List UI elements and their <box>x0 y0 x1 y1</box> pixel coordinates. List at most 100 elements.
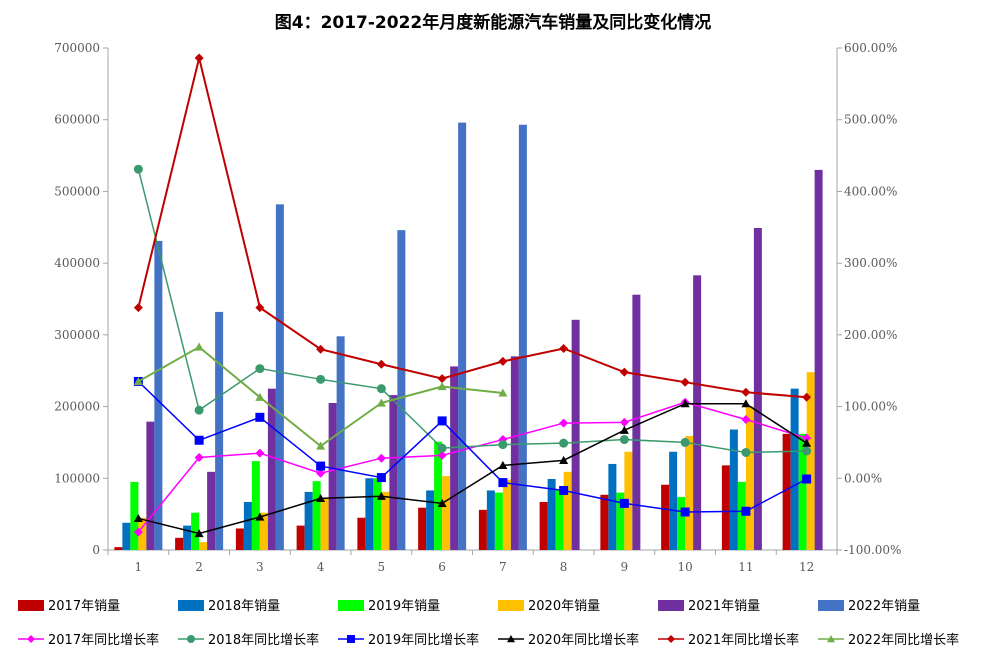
point-2018年同比增长率 <box>619 435 629 445</box>
bar-2021年销量 <box>450 366 459 550</box>
right-tick-label: -100.00% <box>844 543 901 557</box>
bar-2018年销量 <box>486 490 495 550</box>
bar-2019年销量 <box>312 481 321 550</box>
point-2018年同比增长率 <box>376 384 386 394</box>
right-tick-label: 0.00% <box>844 471 882 485</box>
legend-marker-2018年同比增长率 <box>187 635 195 643</box>
point-2019年同比增长率 <box>559 485 569 495</box>
legend-swatch-2019年销量 <box>338 600 364 611</box>
right-tick-label: 300.00% <box>844 256 897 270</box>
left-tick-label: 100000 <box>54 471 100 485</box>
point-2018年同比增长率 <box>498 440 508 450</box>
bar-2021年销量 <box>207 471 216 550</box>
x-tick-label: 8 <box>560 560 568 574</box>
left-tick-label: 400000 <box>54 256 100 270</box>
left-tick-label: 500000 <box>54 184 100 198</box>
point-2020年同比增长率 <box>802 438 812 447</box>
bar-2020年销量 <box>745 406 754 550</box>
lines <box>133 53 812 538</box>
point-2017年同比增长率 <box>376 453 386 463</box>
point-2021年同比增长率 <box>741 387 751 397</box>
right-tick-label: 100.00% <box>844 400 897 414</box>
left-tick-label: 200000 <box>54 400 100 414</box>
point-2017年同比增长率 <box>255 448 265 458</box>
x-tick-label: 11 <box>738 560 753 574</box>
legend-label: 2020年销量 <box>528 599 600 614</box>
bar-2017年销量 <box>661 484 670 550</box>
line-2021年同比增长率 <box>137 57 807 399</box>
point-2020年同比增长率 <box>437 498 447 507</box>
point-2020年同比增长率 <box>619 425 629 434</box>
point-2022年同比增长率 <box>316 441 326 450</box>
point-2019年同比增长率 <box>255 412 265 422</box>
left-tick-label: 700000 <box>54 41 100 55</box>
point-2019年同比增长率 <box>680 507 690 517</box>
point-2021年同比增长率 <box>619 367 629 377</box>
line-2018年同比增长率 <box>137 169 807 454</box>
bar-2020年销量 <box>259 512 268 550</box>
bar-2017年销量 <box>600 494 609 550</box>
point-2019年同比增长率 <box>437 416 447 426</box>
point-2021年同比增长率 <box>376 359 386 369</box>
right-tick-label: 200.00% <box>844 328 897 342</box>
legend-label: 2021年同比增长率 <box>688 632 799 648</box>
legend-swatch-2018年销量 <box>178 600 204 611</box>
point-2018年同比增长率 <box>194 405 204 415</box>
point-2019年同比增长率 <box>376 473 386 483</box>
legend-label: 2022年销量 <box>848 599 920 614</box>
left-tick-label: 300000 <box>54 328 100 342</box>
bar-2019年销量 <box>191 512 200 550</box>
left-tick-label: 0 <box>92 543 100 557</box>
point-2020年同比增长率 <box>680 399 690 408</box>
bar-2018年销量 <box>304 491 313 550</box>
bar-2020年销量 <box>381 491 390 550</box>
bar-2020年销量 <box>685 435 694 550</box>
bar-2018年销量 <box>122 522 131 550</box>
point-2021年同比增长率 <box>802 392 812 402</box>
bar-2019年销量 <box>677 496 686 550</box>
bar-2020年销量 <box>442 476 451 550</box>
chart-title: 图4：2017-2022年月度新能源汽车销量及同比变化情况 <box>275 12 712 33</box>
bar-2019年销量 <box>434 441 443 550</box>
bar-2018年销量 <box>608 463 617 550</box>
bar-2022年销量 <box>397 230 406 550</box>
x-tick-label: 2 <box>195 560 203 574</box>
x-tick-label: 3 <box>256 560 264 574</box>
point-2021年同比增长率 <box>437 374 447 384</box>
bar-2018年销量 <box>729 429 738 550</box>
legend-swatch-2020年销量 <box>498 600 524 611</box>
bar-2020年销量 <box>502 479 511 550</box>
point-2020年同比增长率 <box>133 513 143 523</box>
left-tick-label: 600000 <box>54 113 100 127</box>
legend-label: 2019年同比增长率 <box>368 632 479 648</box>
bar-2022年销量 <box>518 124 527 550</box>
legend-label: 2018年销量 <box>208 599 280 614</box>
point-2017年同比增长率 <box>437 450 447 460</box>
line-2019年同比增长率 <box>137 380 807 513</box>
point-2019年同比增长率 <box>619 498 629 508</box>
bar-2017年销量 <box>235 528 244 550</box>
legend-label: 2022年同比增长率 <box>848 632 959 648</box>
bar-2020年销量 <box>320 497 329 550</box>
bar-2022年销量 <box>458 122 467 550</box>
bar-2017年销量 <box>721 465 730 550</box>
bar-2018年销量 <box>790 388 799 550</box>
bar-2020年销量 <box>138 517 147 550</box>
bar-2018年销量 <box>243 501 252 550</box>
point-2017年同比增长率 <box>133 527 143 537</box>
right-tick-label: 500.00% <box>844 113 897 127</box>
bar-2017年销量 <box>539 501 548 550</box>
point-2019年同比增长率 <box>802 474 812 484</box>
x-tick-label: 7 <box>499 560 507 574</box>
x-tick-label: 10 <box>677 560 692 574</box>
bars <box>114 122 823 550</box>
point-2018年同比增长率 <box>133 164 143 174</box>
point-2018年同比增长率 <box>802 446 812 456</box>
point-2019年同比增长率 <box>741 506 751 516</box>
legend-marker-2017年同比增长率 <box>27 635 35 643</box>
point-2017年同比增长率 <box>741 414 751 424</box>
bar-2020年销量 <box>563 471 572 550</box>
point-2019年同比增长率 <box>194 435 204 445</box>
legend-marker-2020年同比增长率 <box>507 635 515 643</box>
